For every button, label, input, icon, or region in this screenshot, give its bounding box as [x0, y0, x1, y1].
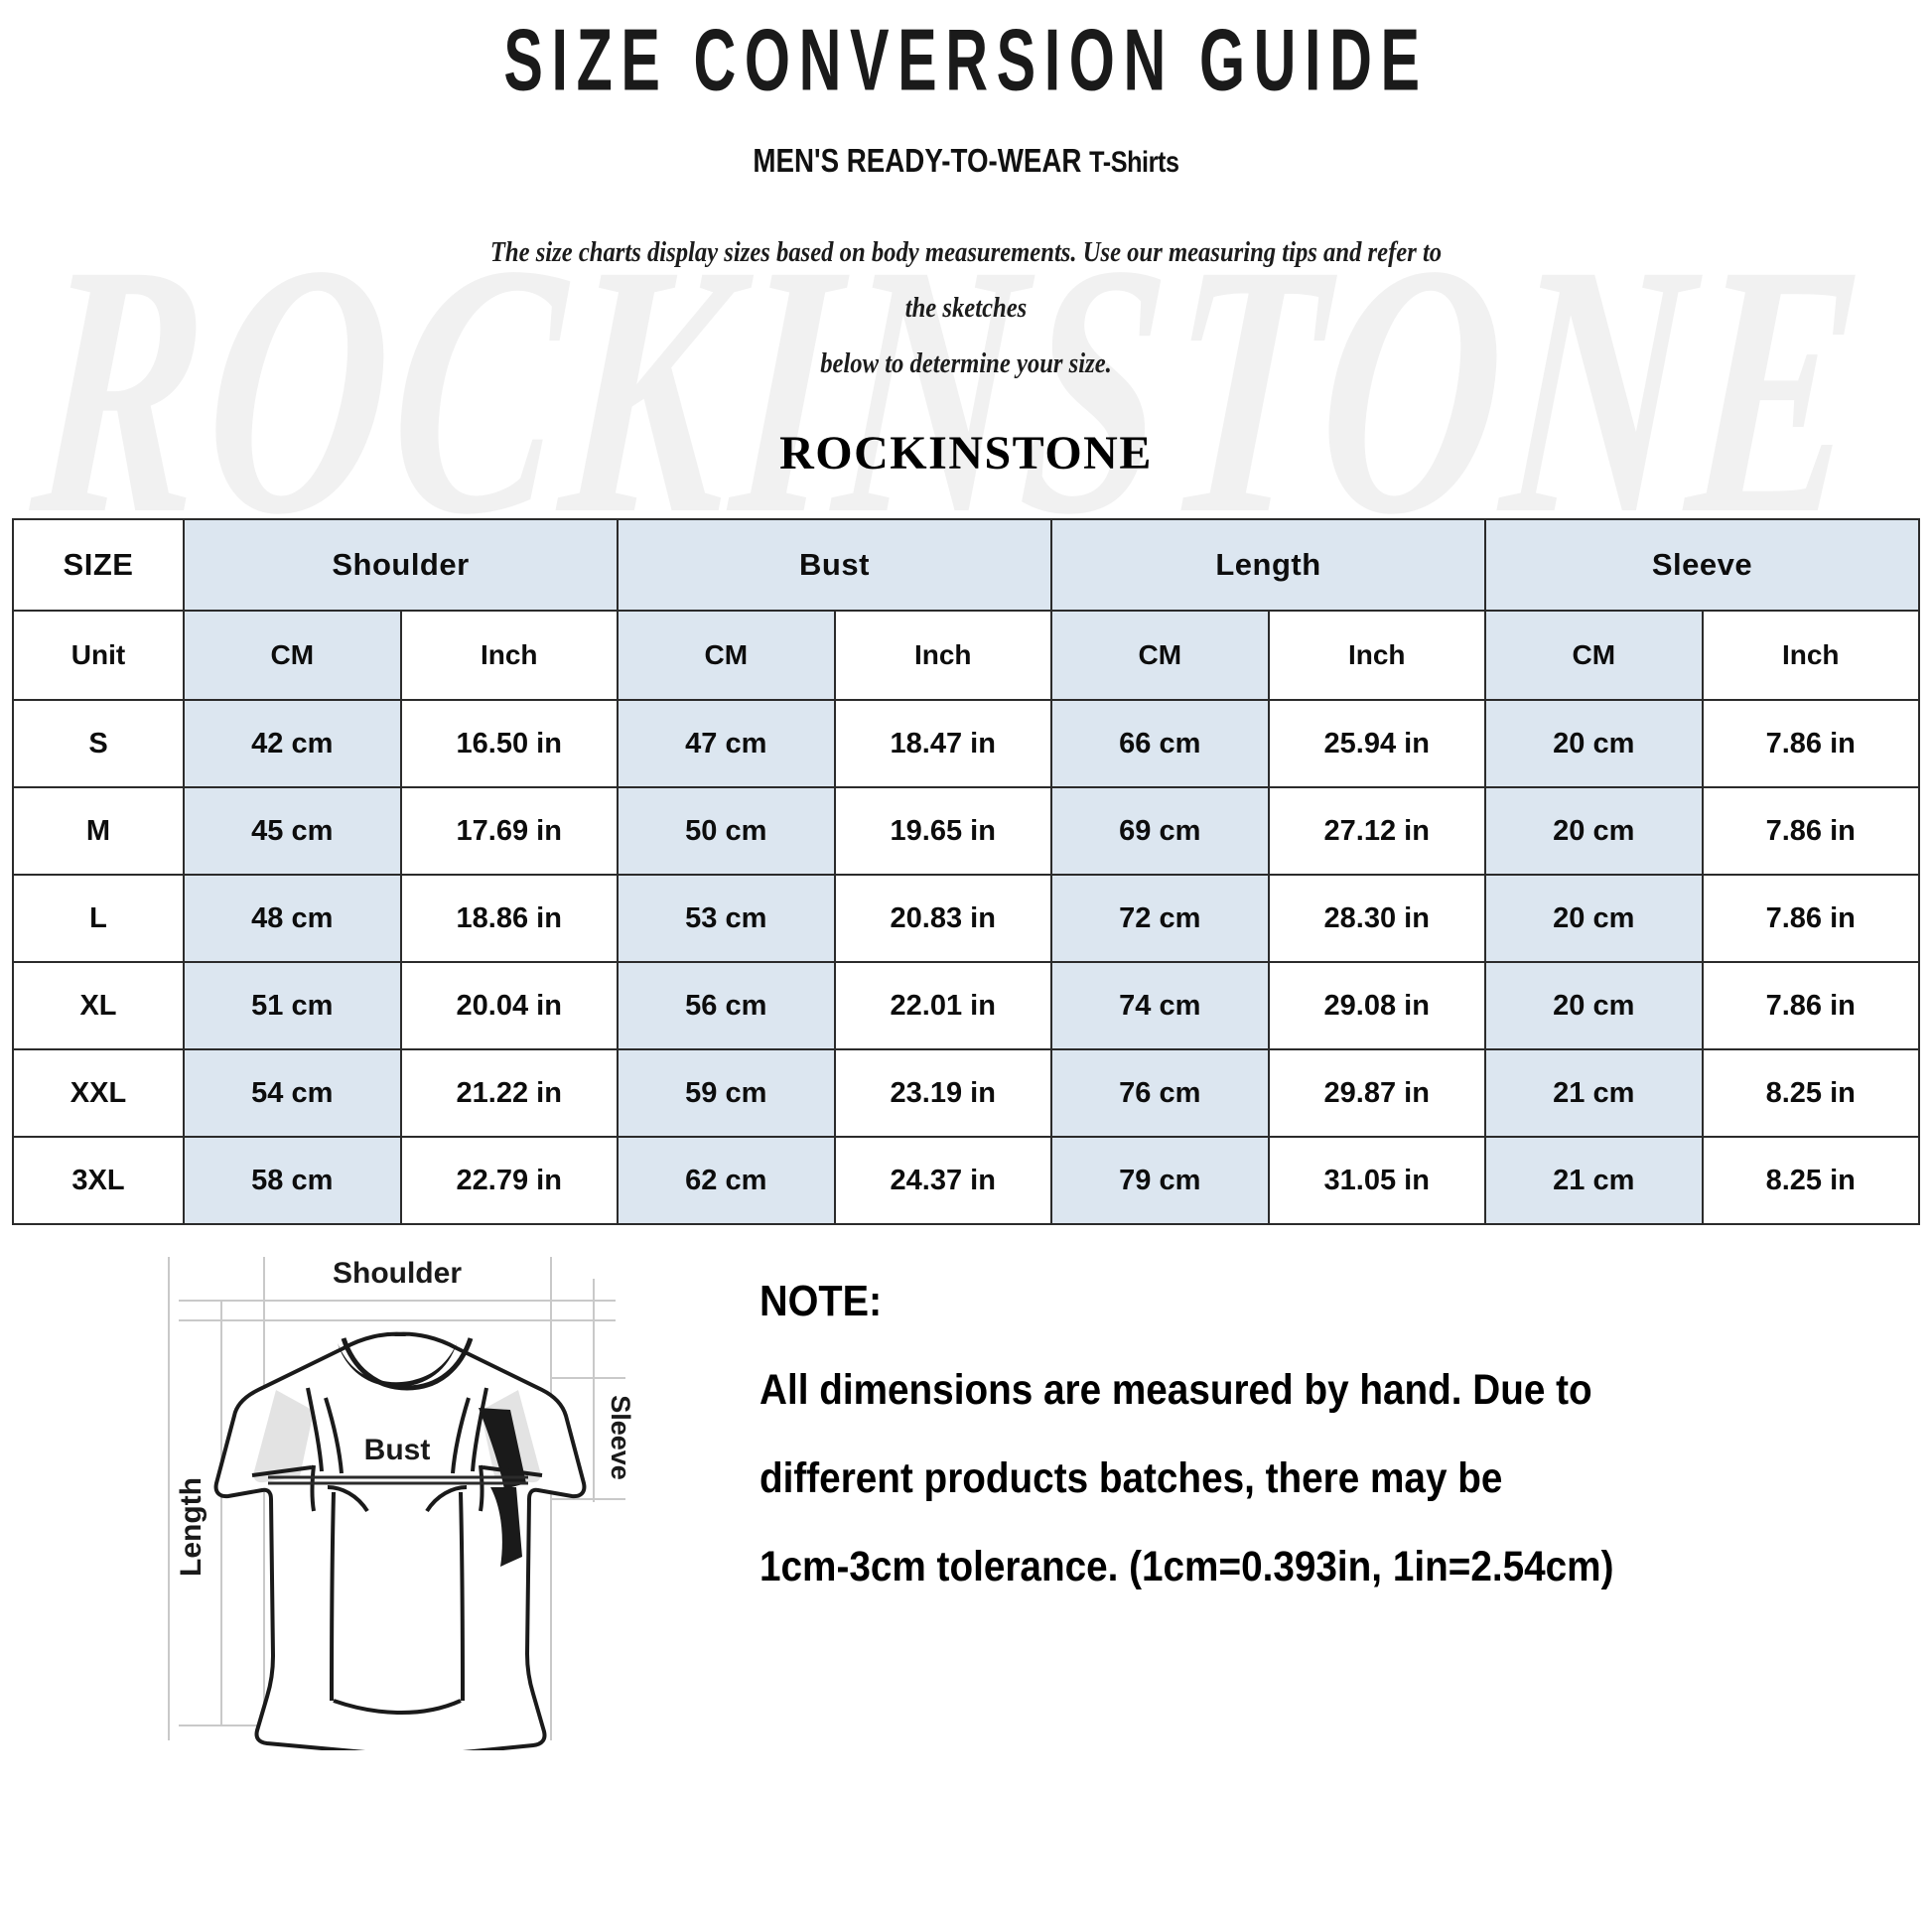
table-cell-measurement: 54 cm [183, 1048, 402, 1138]
sketch-label-sleeve: Sleeve [606, 1395, 635, 1480]
table-cell-measurement: 51 cm [183, 961, 402, 1050]
table-header-unit: Unit [12, 610, 185, 701]
table-row: 3XL 58 cm 22.79 in 62 cm 24.37 in 79 cm 31.05 … [12, 1136, 1920, 1225]
description-line-1: The size charts display sizes based on b… [489, 237, 1443, 324]
table-cell-measurement: 18.86 in [399, 874, 619, 963]
table-cell-measurement: 74 cm [1050, 961, 1270, 1050]
table-cell-measurement: 25.94 in [1267, 699, 1486, 788]
table-cell-measurement: 20.83 in [833, 874, 1052, 963]
note-title: NOTE: [759, 1277, 883, 1325]
table-cell-measurement: 29.08 in [1267, 961, 1486, 1050]
table-cell-measurement: 42 cm [183, 699, 402, 788]
sketch-label-shoulder: Shoulder [333, 1257, 462, 1290]
table-cell-measurement: 69 cm [1050, 786, 1270, 876]
table-cell-measurement: 23.19 in [833, 1048, 1052, 1138]
table-cell-measurement: 22.01 in [833, 961, 1052, 1050]
table-cell-measurement: 7.86 in [1701, 699, 1920, 788]
table-cell-measurement: 66 cm [1050, 699, 1270, 788]
table-cell-measurement: 8.25 in [1701, 1048, 1920, 1138]
table-cell-measurement: 53 cm [617, 874, 836, 963]
table-row: L 48 cm 18.86 in 53 cm 20.83 in 72 cm 28.30 in… [12, 874, 1920, 963]
table-cell-measurement: 59 cm [617, 1048, 836, 1138]
table-row: S 42 cm 16.50 in 47 cm 18.47 in 66 cm 25.94 in… [12, 699, 1920, 788]
table-cell-measurement: 20.04 in [399, 961, 619, 1050]
table-cell-measurement: 7.86 in [1701, 786, 1920, 876]
page-description: The size charts display sizes based on b… [477, 225, 1455, 392]
table-unit-cell: Inch [1267, 610, 1486, 701]
table-cell-measurement: 20 cm [1484, 699, 1704, 788]
size-table-wrapper: SIZE Shoulder Bust Length Sleeve Unit CM Inch CM… [12, 518, 1920, 1225]
table-cell-measurement: 16.50 in [399, 699, 619, 788]
table-cell-measurement: 76 cm [1050, 1048, 1270, 1138]
subtitle-category: MEN'S READY-TO-WEAR [753, 142, 1090, 179]
table-cell-measurement: 79 cm [1050, 1136, 1270, 1225]
table-group-header-sleeve: Sleeve [1484, 518, 1920, 612]
table-header-size: SIZE [12, 518, 185, 612]
table-cell-size: XL [12, 961, 185, 1050]
table-cell-measurement: 19.65 in [833, 786, 1052, 876]
table-cell-measurement: 21.22 in [399, 1048, 619, 1138]
table-cell-measurement: 48 cm [183, 874, 402, 963]
table-row: M 45 cm 17.69 in 50 cm 19.65 in 69 cm 27.12 in… [12, 786, 1920, 876]
table-cell-measurement: 21 cm [1484, 1048, 1704, 1138]
note-line-3: 1cm-3cm tolerance. (1cm=0.393in, 1in=2.5… [759, 1543, 1614, 1590]
tshirt-measurement-diagram: Shoulder Bust Length Sleeve [149, 1239, 645, 1750]
table-group-header-bust: Bust [617, 518, 1052, 612]
table-cell-size: XXL [12, 1048, 185, 1138]
table-unit-cell: CM [1050, 610, 1270, 701]
table-unit-cell: Inch [833, 610, 1052, 701]
description-line-2: below to determine your size. [820, 348, 1112, 379]
table-cell-measurement: 50 cm [617, 786, 836, 876]
table-cell-measurement: 29.87 in [1267, 1048, 1486, 1138]
table-cell-measurement: 28.30 in [1267, 874, 1486, 963]
table-cell-measurement: 58 cm [183, 1136, 402, 1225]
page-content: SIZE CONVERSION GUIDE MEN'S READY-TO-WEA… [0, 11, 1932, 1755]
table-row: XXL 54 cm 21.22 in 59 cm 23.19 in 76 cm 29.87 … [12, 1048, 1920, 1138]
page-subtitle: MEN'S READY-TO-WEAR T-Shirts [155, 142, 1778, 180]
table-unit-cell: CM [1484, 610, 1704, 701]
table-cell-measurement: 62 cm [617, 1136, 836, 1225]
table-cell-measurement: 20 cm [1484, 961, 1704, 1050]
table-cell-size: 3XL [12, 1136, 185, 1225]
table-group-header-row: SIZE Shoulder Bust Length Sleeve [12, 518, 1920, 612]
table-unit-cell: CM [183, 610, 402, 701]
sketch-label-length: Length [175, 1477, 207, 1577]
table-cell-measurement: 8.25 in [1701, 1136, 1920, 1225]
table-cell-measurement: 21 cm [1484, 1136, 1704, 1225]
table-cell-measurement: 72 cm [1050, 874, 1270, 963]
table-cell-measurement: 56 cm [617, 961, 836, 1050]
table-cell-measurement: 18.47 in [833, 699, 1052, 788]
table-cell-measurement: 31.05 in [1267, 1136, 1486, 1225]
table-unit-cell: Inch [1701, 610, 1920, 701]
subtitle-product: T-Shirts [1089, 146, 1179, 179]
table-cell-measurement: 24.37 in [833, 1136, 1052, 1225]
page-title: SIZE CONVERSION GUIDE [503, 11, 1429, 110]
table-cell-measurement: 7.86 in [1701, 961, 1920, 1050]
table-cell-measurement: 7.86 in [1701, 874, 1920, 963]
sketch-label-bust: Bust [364, 1434, 431, 1466]
table-unit-cell: Inch [399, 610, 619, 701]
brand-name: ROCKINSTONE [779, 427, 1153, 480]
table-cell-measurement: 27.12 in [1267, 786, 1486, 876]
note-line-2: different products batches, there may be [759, 1454, 1503, 1502]
bottom-section: Shoulder Bust Length Sleeve NOTE: All di… [0, 1239, 1932, 1755]
table-cell-measurement: 45 cm [183, 786, 402, 876]
table-unit-row: Unit CM Inch CM Inch CM Inch CM Inch [12, 610, 1920, 701]
table-cell-measurement: 20 cm [1484, 786, 1704, 876]
table-cell-size: M [12, 786, 185, 876]
table-group-header-length: Length [1050, 518, 1486, 612]
table-cell-measurement: 20 cm [1484, 874, 1704, 963]
table-row: XL 51 cm 20.04 in 56 cm 22.01 in 74 cm 29.08 i… [12, 961, 1920, 1050]
note-block: NOTE: All dimensions are measured by han… [759, 1277, 1921, 1591]
table-cell-measurement: 22.79 in [399, 1136, 619, 1225]
table-unit-cell: CM [617, 610, 836, 701]
table-cell-measurement: 17.69 in [399, 786, 619, 876]
table-group-header-shoulder: Shoulder [183, 518, 619, 612]
table-cell-measurement: 47 cm [617, 699, 836, 788]
table-cell-size: S [12, 699, 185, 788]
note-line-1: All dimensions are measured by hand. Due… [759, 1366, 1592, 1414]
table-cell-size: L [12, 874, 185, 963]
size-conversion-table: SIZE Shoulder Bust Length Sleeve Unit CM Inch CM… [12, 518, 1920, 1225]
